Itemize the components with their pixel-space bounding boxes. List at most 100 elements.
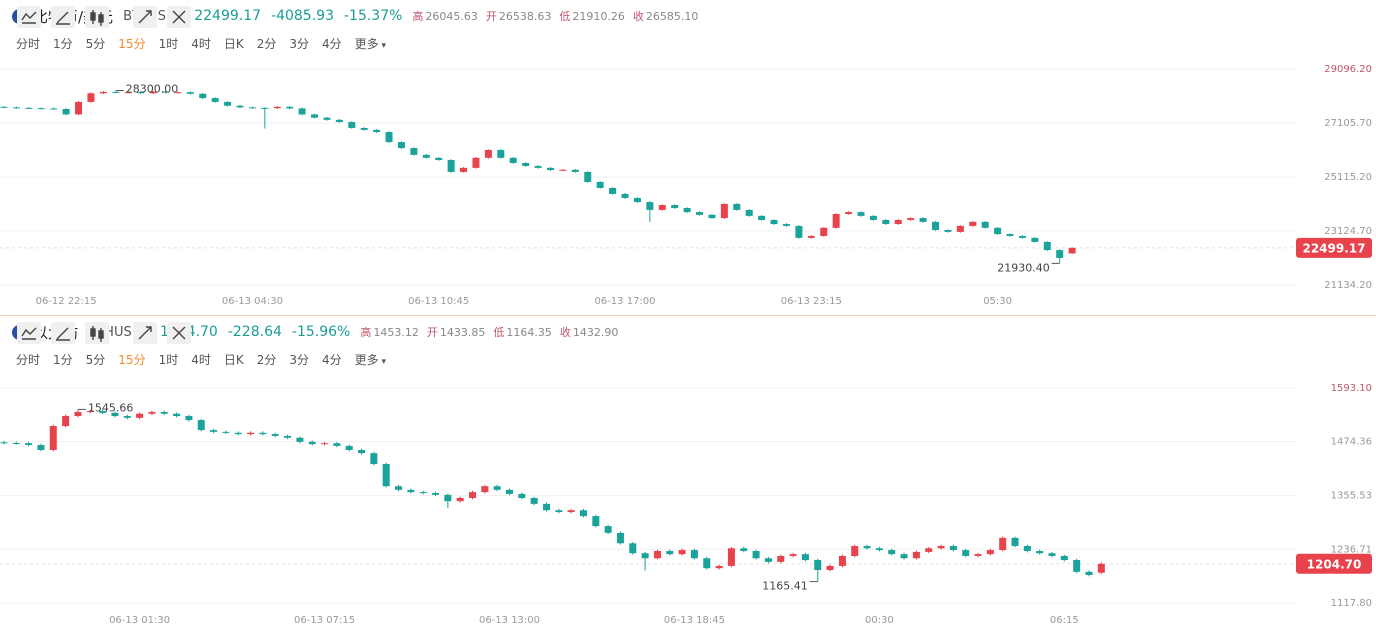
interval-button[interactable]: 日K [223, 353, 244, 367]
candle-body [782, 224, 790, 226]
candle-body [542, 503, 550, 511]
interval-button[interactable]: 1分 [53, 353, 73, 367]
candle-body [658, 205, 666, 210]
interval-button[interactable]: 4时 [191, 37, 211, 51]
stat: 开 1433.85 [427, 324, 486, 340]
max-label: 1545.66 [88, 401, 134, 414]
x-tick-label: 06-13 07:15 [294, 615, 355, 626]
candle-body [733, 203, 741, 210]
candle-body [745, 209, 753, 216]
candle-body [136, 413, 144, 418]
interval-button[interactable]: 1时 [158, 353, 179, 367]
candle-body [986, 550, 994, 555]
candle-body [994, 227, 1002, 235]
interval-button[interactable]: 2分 [256, 37, 277, 51]
candle-body [74, 411, 82, 417]
tool-candle[interactable] [85, 6, 109, 28]
candle-body [518, 493, 526, 498]
interval-button[interactable]: 4时 [191, 353, 211, 367]
interval-button[interactable]: 日K [223, 37, 244, 51]
stat: 高 26045.63 [412, 8, 478, 24]
stat-label: 高 [360, 326, 372, 339]
candle-body [0, 442, 8, 444]
candle-body [37, 108, 45, 110]
y-tick-label: 1474.36 [1331, 437, 1372, 448]
candle-body [397, 142, 405, 149]
interval-button[interactable]: 4分 [322, 353, 342, 367]
candle-body [1085, 571, 1093, 575]
candle-body [345, 445, 353, 450]
candle-body [481, 486, 489, 493]
stat: 开 26538.63 [486, 8, 552, 24]
change: -4085.93 [271, 8, 334, 24]
candle-body [382, 464, 390, 487]
candle-body [641, 553, 649, 559]
candle-body [234, 432, 242, 435]
interval-button[interactable]: 5分 [85, 353, 106, 367]
candle-body [62, 416, 70, 426]
stat-label: 高 [412, 10, 424, 23]
interval-button[interactable]: 4分 [322, 37, 342, 51]
candle-body [555, 510, 563, 513]
interval-button[interactable]: 5分 [85, 37, 106, 51]
y-tick-label: 1117.80 [1331, 598, 1372, 609]
toolbar [17, 6, 191, 28]
interval-button[interactable]: 3分 [289, 353, 310, 367]
candle-body [112, 91, 120, 93]
candle-body [247, 432, 255, 435]
candle-body [621, 193, 629, 198]
candle-body [807, 235, 815, 238]
candle-body [185, 416, 193, 421]
candle-body [956, 225, 964, 232]
candle-body [385, 132, 393, 143]
candle-body [1073, 560, 1081, 572]
candle-body [236, 105, 244, 108]
candle-body [1006, 234, 1014, 236]
candle-body [1060, 555, 1068, 561]
candle-body [690, 550, 698, 559]
candle-body [447, 160, 455, 172]
candle-body [12, 442, 20, 444]
candle-body [900, 554, 908, 559]
interval-button[interactable]: 1分 [53, 37, 73, 51]
x-tick-label: 06-13 10:45 [408, 296, 469, 307]
interval-button[interactable]: 15分 [118, 353, 146, 367]
stat-value: 1432.90 [572, 326, 619, 339]
candle-body [1011, 537, 1019, 547]
interval-button[interactable]: 分时 [16, 37, 41, 51]
interval-button[interactable]: 1时 [158, 37, 179, 51]
candle-body [197, 420, 205, 431]
interval-button[interactable]: 更多 [355, 351, 386, 368]
tool-candle[interactable] [85, 322, 109, 344]
candle-body [505, 489, 513, 494]
stat-label: 收 [632, 10, 644, 23]
x-tick-label: 06:15 [1050, 615, 1079, 626]
interval-button[interactable]: 分时 [16, 353, 41, 367]
candle-body [696, 212, 704, 215]
price-tag-label: 22499.17 [1302, 241, 1365, 255]
chart: 1593.10 1474.36 1355.53 1236.71 1117.80 06-13… [0, 383, 1372, 626]
candle-body [456, 498, 464, 502]
candle-body [546, 167, 554, 171]
candle-body [50, 108, 58, 110]
candle-body [308, 441, 316, 445]
interval-button[interactable]: 3分 [289, 37, 310, 51]
candle-body [124, 92, 132, 94]
interval-button[interactable]: 15分 [118, 37, 146, 51]
interval-button[interactable]: 2分 [256, 353, 277, 367]
y-tick-label: 1236.71 [1331, 544, 1372, 555]
candle-body [149, 91, 157, 94]
candle-body [186, 92, 194, 94]
chart: 29096.20 27105.70 25115.20 23124.70 21134.20… [0, 64, 1376, 316]
interval-button[interactable]: 更多 [355, 35, 386, 52]
stat-value: 21910.26 [572, 10, 625, 23]
y-tick-label: 27105.70 [1324, 118, 1372, 129]
candle-body [370, 453, 378, 465]
x-tick-label: 06-13 17:00 [594, 296, 655, 307]
candle-body [820, 227, 828, 236]
max-label: 28300.00 [126, 83, 179, 96]
candle-body [579, 510, 587, 517]
toolbar [17, 322, 191, 344]
candle-body [616, 532, 624, 544]
